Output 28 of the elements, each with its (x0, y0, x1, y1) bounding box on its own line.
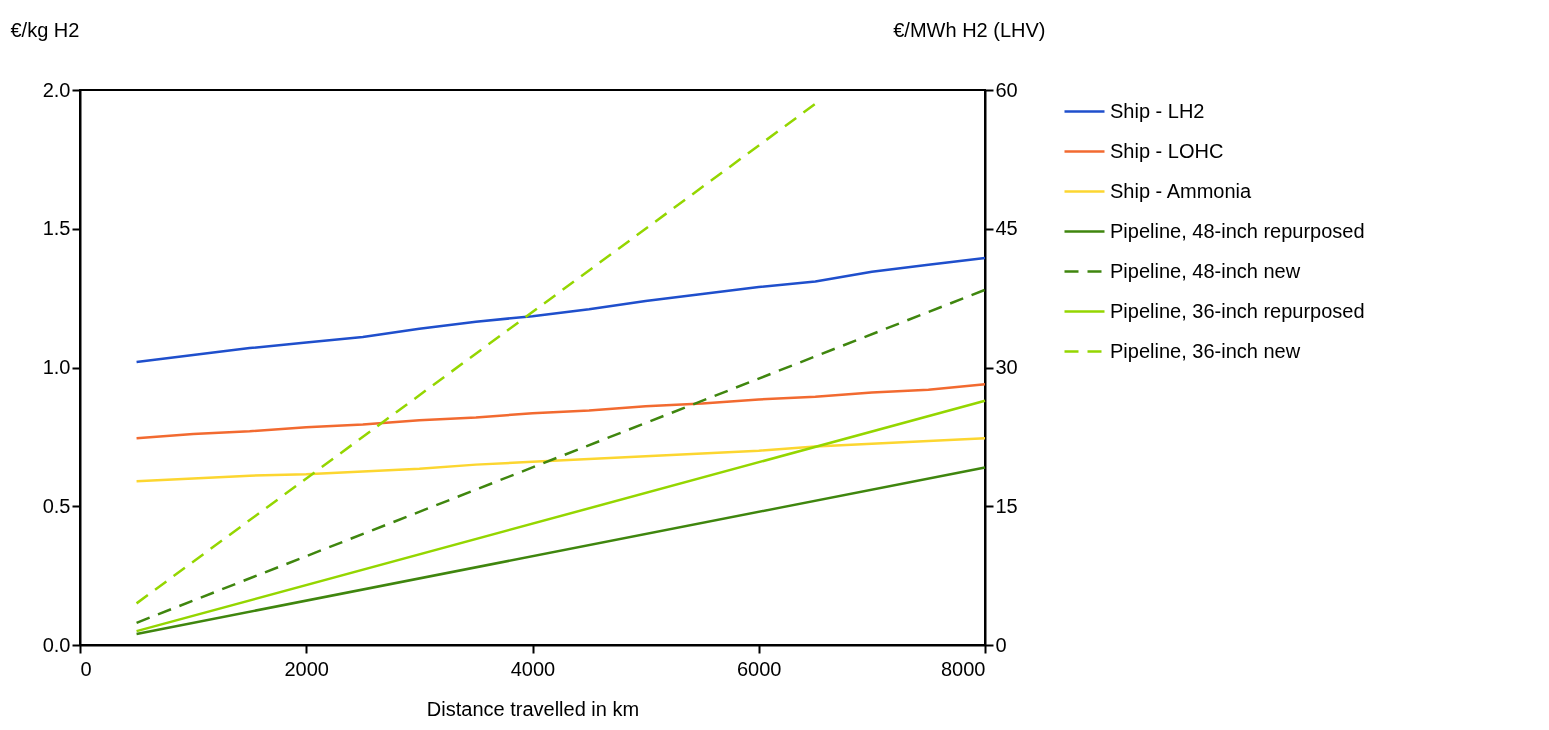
legend-label: Pipeline, 48-inch repurposed (1110, 219, 1365, 242)
legend-label: Ship - Ammonia (1110, 179, 1253, 202)
y2-tick-label: 60 (995, 78, 1018, 101)
legend-label: Ship - LOHC (1110, 139, 1224, 162)
y2-axis-title: €/MWh H2 (LHV) (893, 18, 1046, 41)
y-tick-label: 0.5 (42, 494, 71, 517)
legend-label: Pipeline, 36-inch new (1110, 339, 1301, 362)
line-series (135, 256, 987, 364)
legend-label: Pipeline, 48-inch new (1110, 259, 1301, 282)
legend-label: Ship - LH2 (1110, 99, 1205, 122)
y-tick-label: 2.0 (42, 78, 71, 101)
x-axis-title: Distance travelled in km (426, 697, 640, 720)
y-tick-label: 0.0 (42, 633, 71, 656)
y-tick-label: 1.0 (42, 356, 71, 378)
line-series (135, 437, 987, 483)
line-series (135, 382, 987, 440)
x-tick-label: 8000 (941, 657, 986, 680)
x-tick-label: 2000 (284, 657, 329, 680)
y2-tick-label: 45 (995, 217, 1018, 240)
x-tick-label: 0 (80, 657, 92, 680)
x-tick-label: 4000 (510, 657, 556, 680)
x-tick-label: 6000 (737, 657, 782, 680)
y-tick-label: 1.5 (42, 217, 71, 240)
legend-label: Pipeline, 36-inch repurposed (1110, 299, 1365, 322)
y2-tick-label: 30 (995, 356, 1018, 378)
y-axis-title: €/kg H2 (10, 18, 80, 41)
y2-tick-label: 15 (995, 494, 1018, 517)
y2-tick-label: 0 (995, 633, 1007, 656)
